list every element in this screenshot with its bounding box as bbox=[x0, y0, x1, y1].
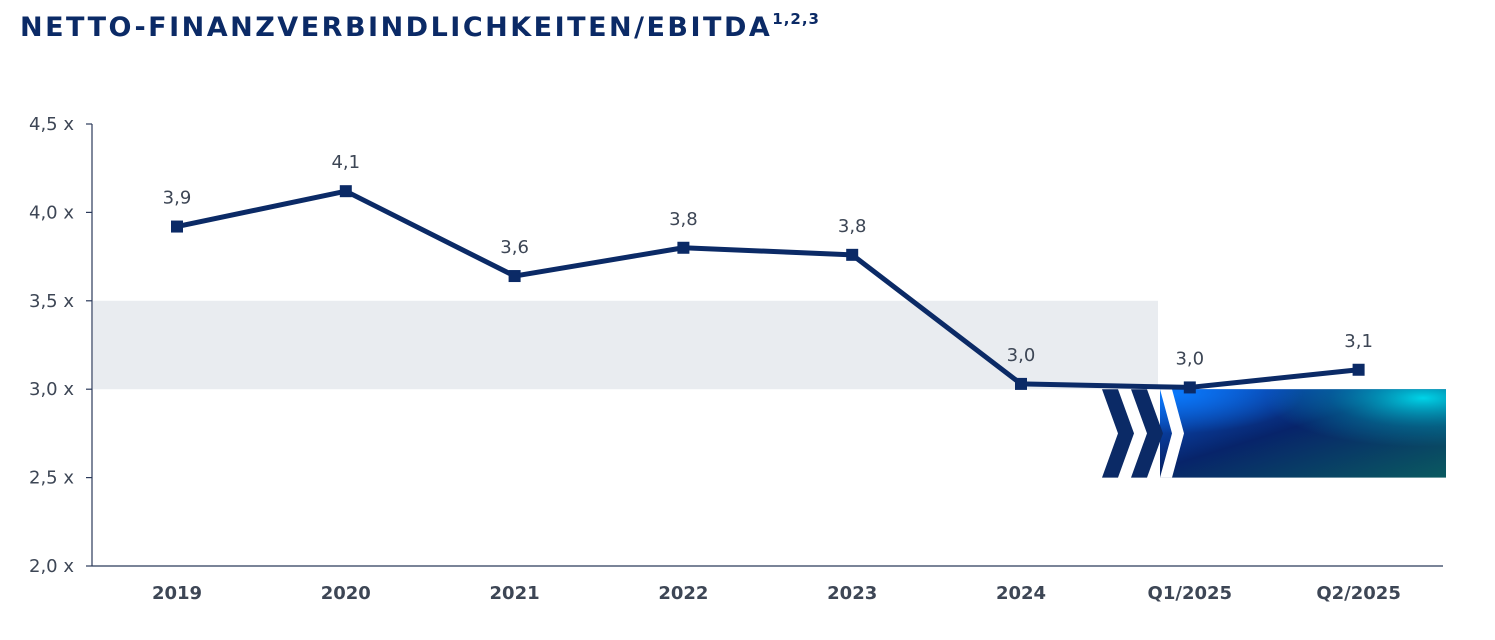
data-point-marker bbox=[508, 270, 521, 283]
data-label: 3,6 bbox=[500, 237, 529, 258]
chart-title: NETTO-FINANZVERBINDLICHKEITEN/EBITDA1,2,… bbox=[20, 10, 820, 43]
data-point-marker bbox=[1183, 381, 1196, 394]
chevron-1 bbox=[1102, 389, 1134, 478]
forecast-arrow-decoration bbox=[1102, 389, 1446, 478]
y-tick-label: 4,5 x bbox=[29, 114, 74, 135]
data-label: 3,8 bbox=[838, 216, 867, 237]
x-category-label: 2019 bbox=[152, 583, 202, 604]
chart-title-footnotes: 1,2,3 bbox=[772, 10, 820, 28]
chevron-2 bbox=[1131, 389, 1163, 478]
data-point-marker bbox=[846, 248, 859, 261]
data-label: 3,9 bbox=[163, 188, 192, 209]
data-label: 4,1 bbox=[331, 152, 360, 173]
y-tick-label: 2,0 x bbox=[29, 556, 74, 577]
data-label: 3,0 bbox=[1175, 348, 1204, 369]
chart-title-text: NETTO-FINANZVERBINDLICHKEITEN/EBITDA bbox=[20, 12, 773, 43]
x-category-label: 2022 bbox=[658, 583, 708, 604]
target-band bbox=[93, 300, 1158, 390]
x-category-label: 2021 bbox=[490, 583, 540, 604]
data-point-marker bbox=[1015, 377, 1027, 390]
y-tick-label: 3,0 x bbox=[29, 379, 74, 400]
data-point-marker bbox=[1352, 363, 1365, 376]
chevron-notch bbox=[1160, 389, 1184, 478]
x-category-label: 2024 bbox=[996, 583, 1046, 604]
data-point-marker bbox=[171, 220, 183, 233]
y-tick-label: 3,5 x bbox=[29, 291, 74, 312]
x-category-label: 2020 bbox=[321, 583, 371, 604]
data-label: 3,1 bbox=[1344, 331, 1373, 352]
data-point-marker bbox=[339, 185, 352, 198]
series-line bbox=[174, 188, 1362, 390]
gradient-glow-left bbox=[1160, 389, 1446, 478]
x-category-label: Q2/2025 bbox=[1316, 583, 1401, 604]
x-category-label: 2023 bbox=[827, 583, 877, 604]
data-label: 3,0 bbox=[1007, 345, 1036, 366]
data-point-marker bbox=[677, 241, 690, 254]
y-tick-label: 4,0 x bbox=[29, 202, 74, 223]
y-tick-label: 2,5 x bbox=[29, 468, 74, 489]
data-label: 3,8 bbox=[669, 209, 698, 230]
x-category-label: Q1/2025 bbox=[1148, 583, 1233, 604]
